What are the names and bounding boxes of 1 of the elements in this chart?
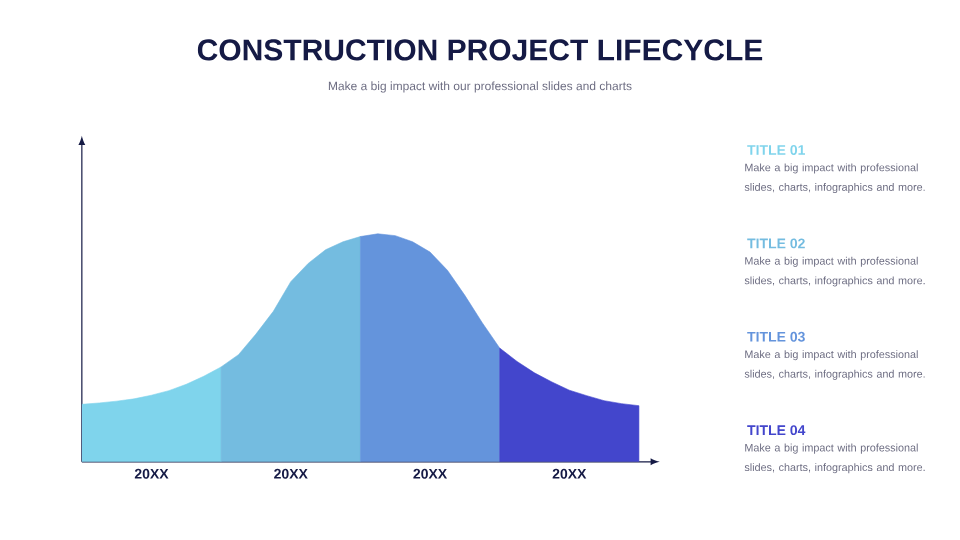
chart-title: CONSTRUCTION PROJECT LIFECYCLE [197,39,763,61]
